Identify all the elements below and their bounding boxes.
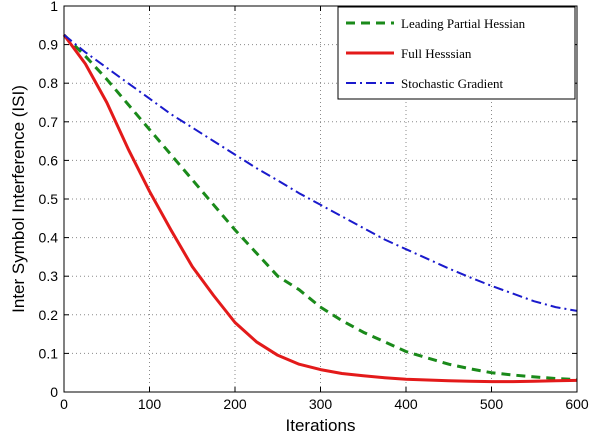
y-tick-label: 0.6 — [39, 152, 59, 168]
legend-label: Full Hesssian — [401, 46, 472, 61]
y-tick-label: 0.9 — [39, 37, 59, 53]
y-tick-label: 0.3 — [39, 268, 59, 284]
x-tick-label: 100 — [138, 396, 162, 412]
y-tick-label: 0.4 — [39, 230, 59, 246]
x-tick-label: 400 — [394, 396, 418, 412]
series-line-2 — [63, 34, 578, 312]
x-tick-label: 600 — [565, 396, 589, 412]
x-axis-label: Iterations — [286, 416, 356, 435]
y-tick-label: 0.8 — [39, 75, 59, 91]
y-tick-label: 0.5 — [39, 191, 59, 207]
series-line-0 — [62, 33, 578, 382]
y-tick-label: 1 — [50, 0, 58, 14]
x-tick-label: 300 — [309, 396, 333, 412]
tick-labels: 0 100 200 300 400 500 600 0 0.1 0.2 0.3 0.4 0.5 0.6 0.… — [39, 0, 589, 412]
x-tick-label: 500 — [480, 396, 504, 412]
series-lines — [62, 33, 578, 384]
legend-label: Stochastic Gradient — [401, 76, 504, 91]
legend: Leading Partial Hessian Full Hesssian Stoc… — [337, 6, 576, 100]
y-axis-label: Inter Symbol Interference (ISI) — [9, 85, 28, 313]
y-tick-label: 0.2 — [39, 307, 59, 323]
legend-label: Leading Partial Hessian — [401, 16, 526, 31]
series-line-1 — [62, 34, 578, 384]
y-tick-label: 0 — [50, 384, 58, 400]
y-tick-label: 0.1 — [39, 345, 59, 361]
x-tick-label: 200 — [223, 396, 247, 412]
x-tick-label: 0 — [60, 396, 68, 412]
y-tick-label: 0.7 — [39, 114, 59, 130]
